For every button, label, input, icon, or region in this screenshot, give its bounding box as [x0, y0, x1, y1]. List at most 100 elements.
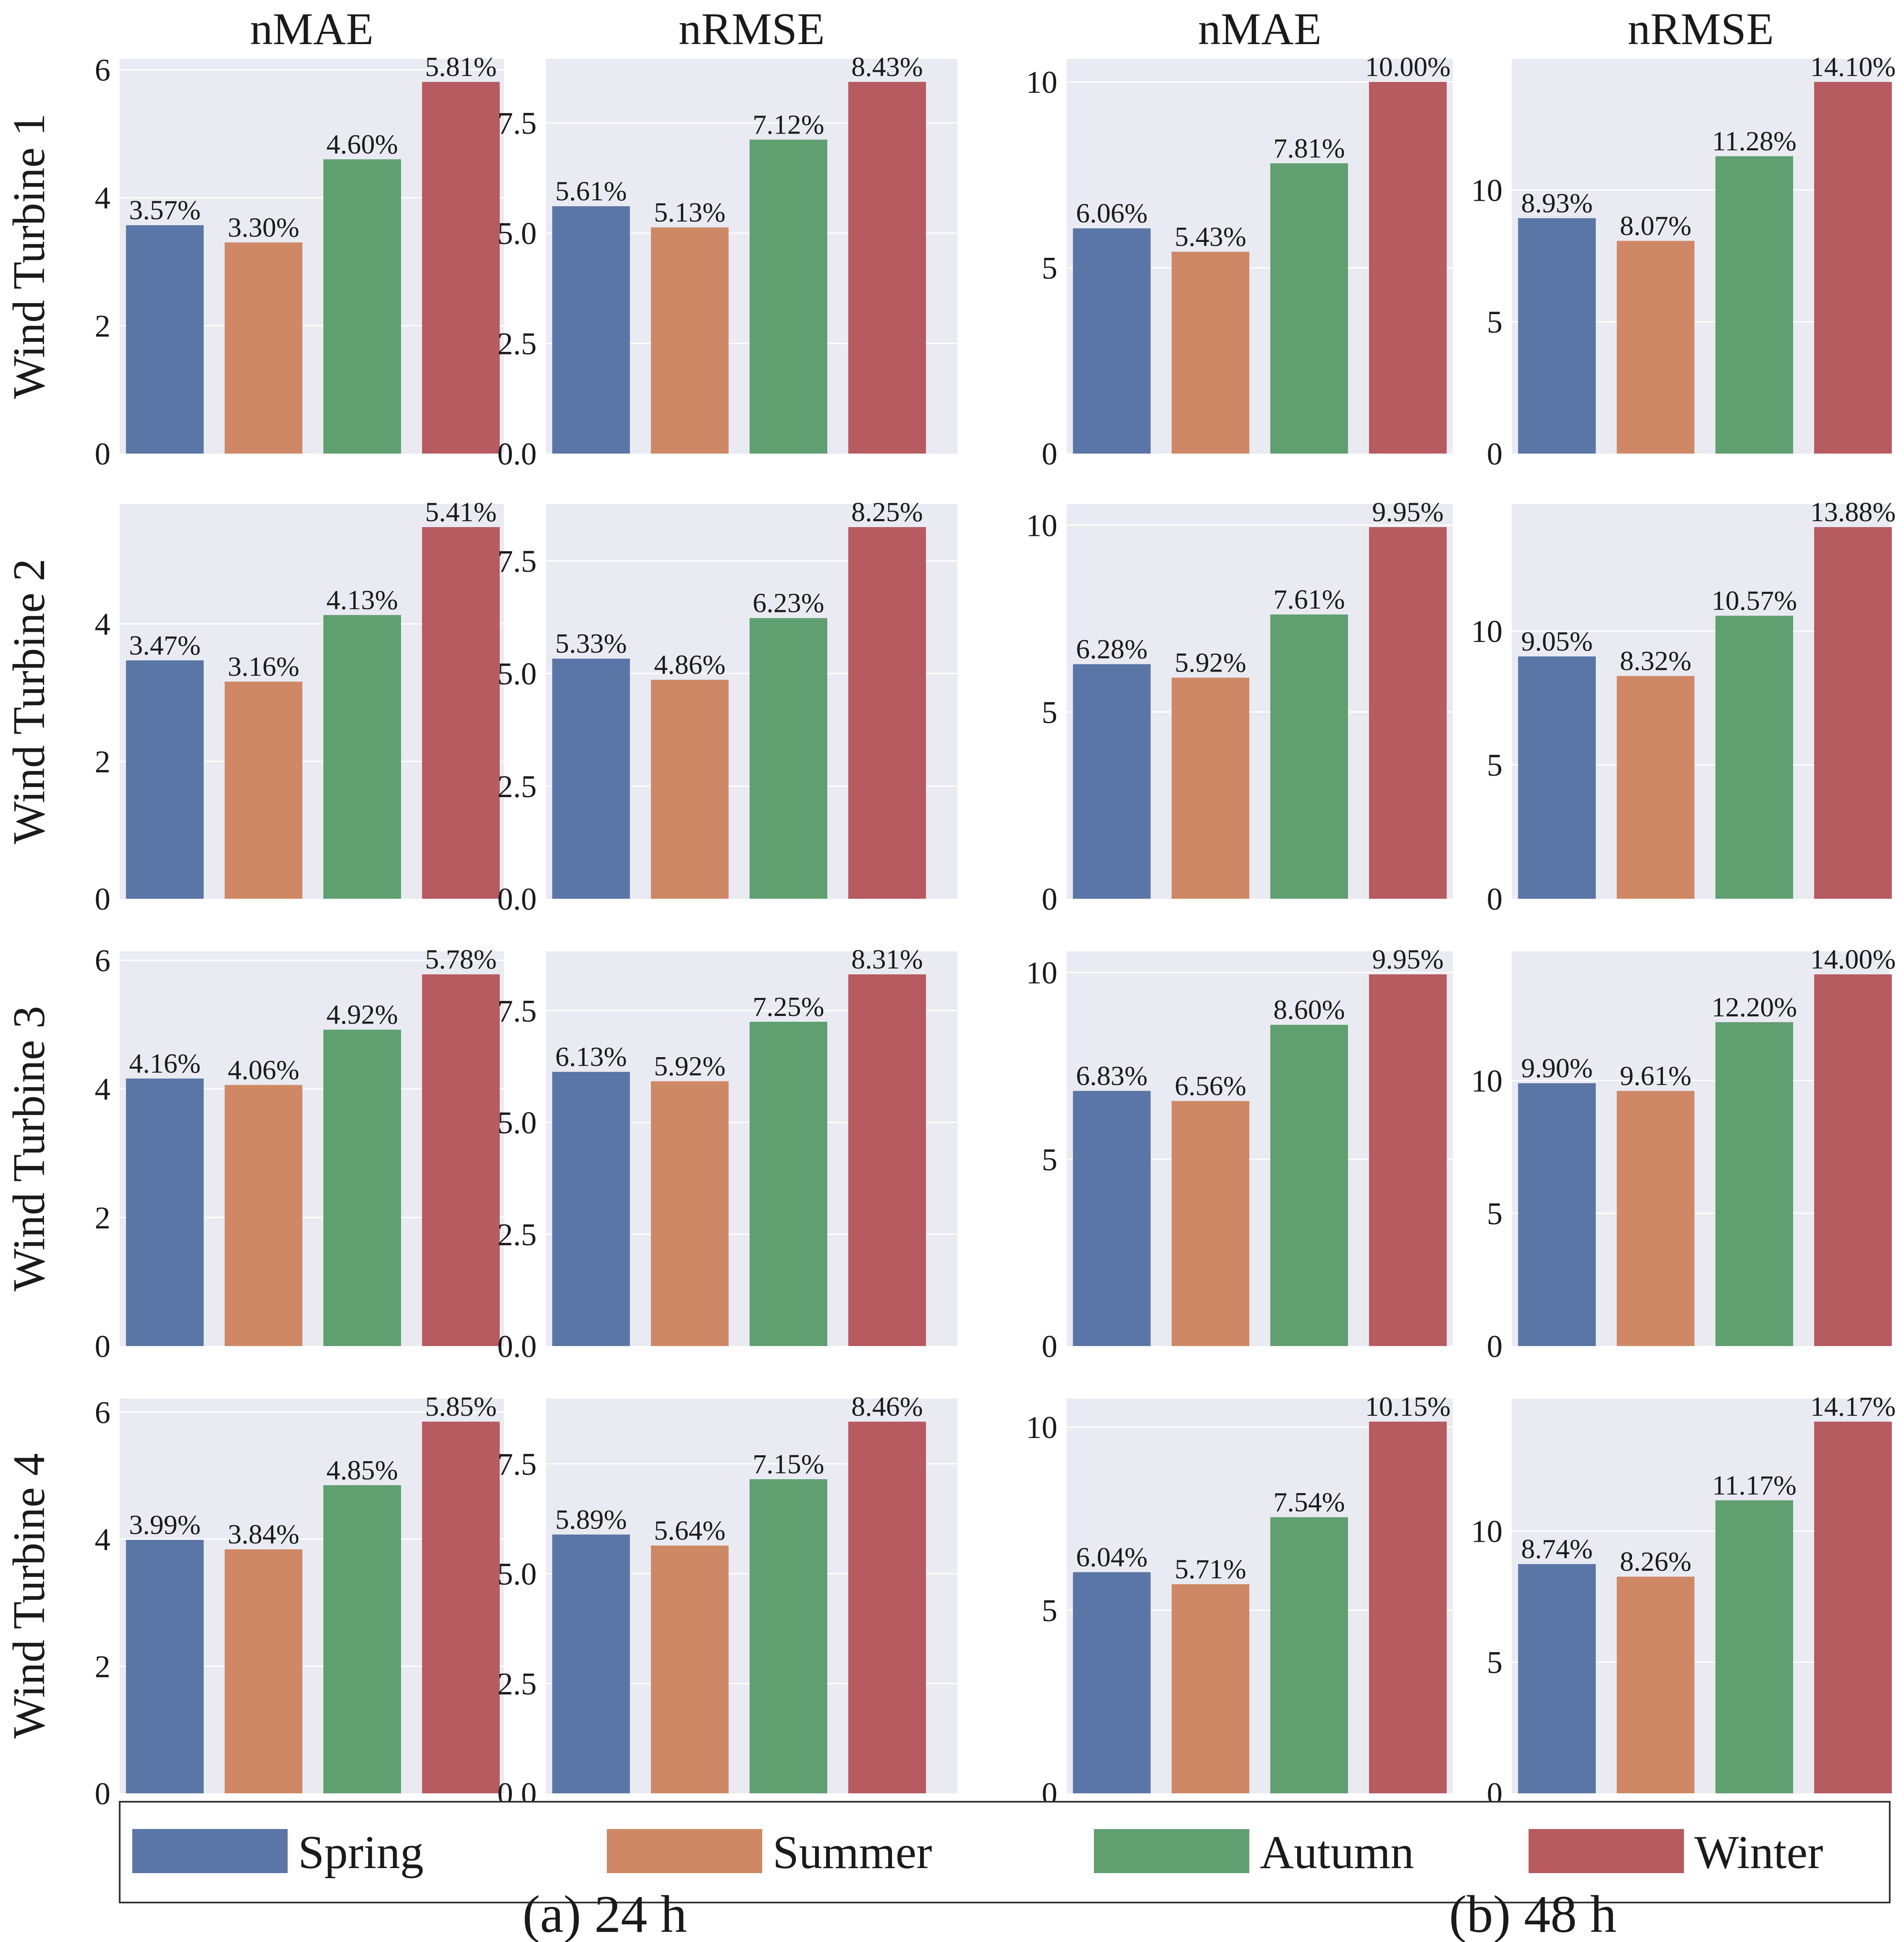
bar-autumn-r1c3	[1270, 163, 1348, 454]
y-tick-label-r2c4: 10	[1471, 614, 1503, 649]
y-tick-label-r4c2: 2.5	[497, 1666, 537, 1701]
bar-autumn-r3c2	[750, 1021, 827, 1346]
value-label-spring-r3c3: 6.83%	[1076, 1061, 1147, 1092]
bar-winter-r4c3	[1369, 1422, 1447, 1793]
value-label-summer-r2c3: 5.92%	[1175, 647, 1246, 678]
column-title-2: nRMSE	[679, 4, 825, 54]
value-label-winter-r4c1: 5.85%	[425, 1391, 496, 1422]
y-tick-label-r3c4: 5	[1487, 1197, 1503, 1231]
value-label-spring-r2c2: 5.33%	[555, 628, 627, 659]
row-label-wind-turbine-3: Wind Turbine 3	[4, 1006, 54, 1291]
bar-summer-r1c2	[651, 227, 729, 454]
bar-winter-r2c1	[422, 527, 500, 899]
value-label-spring-r4c2: 5.89%	[555, 1504, 627, 1535]
row-label-wind-turbine-2: Wind Turbine 2	[4, 559, 54, 844]
value-label-winter-r2c3: 9.95%	[1372, 497, 1443, 527]
bar-autumn-r1c1	[323, 159, 401, 454]
value-label-spring-r2c1: 3.47%	[129, 630, 200, 661]
value-label-autumn-r4c3: 7.54%	[1273, 1487, 1345, 1518]
bar-autumn-r2c1	[323, 615, 401, 899]
y-tick-label-r1c2: 0.0	[497, 437, 537, 472]
y-tick-label-r3c1: 4	[95, 1072, 111, 1107]
bar-spring-r4c2	[552, 1534, 630, 1793]
bar-spring-r2c3	[1073, 664, 1151, 899]
value-label-autumn-r3c3: 8.60%	[1273, 995, 1345, 1025]
value-label-spring-r4c1: 3.99%	[129, 1509, 200, 1540]
bar-summer-r4c2	[651, 1546, 729, 1793]
bar-winter-r3c1	[422, 974, 500, 1346]
bar-autumn-r3c1	[323, 1029, 401, 1346]
bar-spring-r3c4	[1518, 1083, 1596, 1346]
value-label-summer-r2c4: 8.32%	[1620, 646, 1691, 677]
y-tick-label-r4c1: 6	[95, 1395, 111, 1430]
y-tick-label-r4c1: 4	[95, 1522, 111, 1557]
value-label-autumn-r1c2: 7.12%	[753, 110, 824, 140]
bar-spring-r3c2	[552, 1072, 630, 1346]
row-label-wind-turbine-1: Wind Turbine 1	[4, 113, 54, 399]
y-tick-label-r1c1: 4	[95, 181, 111, 216]
legend-label-summer: Summer	[773, 1827, 932, 1879]
row-label-wind-turbine-4: Wind Turbine 4	[4, 1453, 54, 1739]
value-label-spring-r3c1: 4.16%	[129, 1048, 200, 1079]
value-label-summer-r3c4: 9.61%	[1620, 1061, 1691, 1092]
value-label-spring-r2c4: 9.05%	[1521, 626, 1592, 657]
y-tick-label-r2c2: 5.0	[497, 657, 537, 692]
y-tick-label-r1c3: 5	[1042, 251, 1058, 286]
value-label-spring-r1c3: 6.06%	[1076, 198, 1147, 229]
y-tick-label-r3c2: 5.0	[497, 1106, 537, 1141]
value-label-summer-r3c3: 6.56%	[1175, 1071, 1246, 1102]
y-tick-label-r4c2: 7.5	[497, 1447, 537, 1482]
bar-winter-r3c4	[1814, 974, 1892, 1346]
value-label-autumn-r4c1: 4.85%	[326, 1455, 398, 1485]
bar-summer-r1c4	[1617, 241, 1694, 454]
y-tick-label-r2c2: 0.0	[497, 882, 537, 917]
bar-summer-r4c3	[1172, 1584, 1249, 1793]
value-label-winter-r4c2: 8.46%	[851, 1391, 923, 1422]
bar-winter-r4c1	[422, 1422, 500, 1793]
value-label-autumn-r2c4: 10.57%	[1712, 585, 1797, 616]
y-tick-label-r2c3: 5	[1042, 695, 1058, 730]
bar-summer-r2c4	[1617, 676, 1694, 899]
value-label-summer-r4c4: 8.26%	[1620, 1546, 1691, 1577]
bar-spring-r1c1	[126, 225, 204, 454]
bar-autumn-r3c3	[1270, 1025, 1348, 1346]
value-label-summer-r1c3: 5.43%	[1175, 221, 1246, 252]
value-label-autumn-r1c3: 7.81%	[1273, 133, 1345, 164]
bar-summer-r1c1	[225, 242, 302, 454]
value-label-winter-r4c4: 14.17%	[1810, 1391, 1896, 1422]
bar-summer-r4c1	[225, 1549, 302, 1793]
value-label-winter-r2c2: 8.25%	[851, 497, 923, 527]
bar-summer-r3c4	[1617, 1091, 1694, 1346]
bar-autumn-r4c2	[750, 1479, 827, 1793]
value-label-winter-r1c1: 5.81%	[425, 52, 496, 82]
value-label-winter-r1c3: 10.00%	[1365, 52, 1450, 82]
bar-spring-r4c3	[1073, 1572, 1151, 1793]
bar-spring-r2c1	[126, 660, 204, 899]
legend-swatch-winter	[1529, 1829, 1684, 1873]
bar-spring-r1c4	[1518, 218, 1596, 454]
y-tick-label-r4c1: 2	[95, 1649, 111, 1684]
value-label-spring-r3c4: 9.90%	[1521, 1053, 1592, 1084]
bar-spring-r2c2	[552, 659, 630, 899]
y-tick-label-r1c3: 0	[1042, 437, 1058, 472]
y-tick-label-r3c1: 2	[95, 1201, 111, 1236]
value-label-spring-r1c2: 5.61%	[555, 176, 627, 207]
y-tick-label-r2c3: 10	[1026, 509, 1057, 543]
y-tick-label-r2c1: 4	[95, 607, 111, 642]
y-tick-label-r1c2: 5.0	[497, 216, 537, 251]
value-label-autumn-r4c2: 7.15%	[753, 1449, 824, 1480]
bar-summer-r2c2	[651, 680, 729, 899]
value-label-autumn-r2c1: 4.13%	[326, 585, 398, 615]
y-tick-label-r1c1: 0	[95, 437, 111, 472]
bar-autumn-r3c4	[1715, 1022, 1793, 1346]
y-tick-label-r3c2: 0.0	[497, 1329, 537, 1364]
bar-spring-r3c3	[1073, 1091, 1151, 1346]
value-label-autumn-r3c1: 4.92%	[326, 1000, 398, 1030]
bar-autumn-r1c2	[750, 139, 827, 454]
value-label-spring-r1c4: 8.93%	[1521, 188, 1592, 219]
bar-summer-r2c3	[1172, 677, 1249, 899]
y-tick-label-r4c1: 0	[95, 1777, 111, 1811]
y-tick-label-r1c1: 2	[95, 309, 111, 344]
bar-winter-r3c2	[848, 974, 926, 1346]
bar-winter-r2c2	[848, 527, 926, 899]
